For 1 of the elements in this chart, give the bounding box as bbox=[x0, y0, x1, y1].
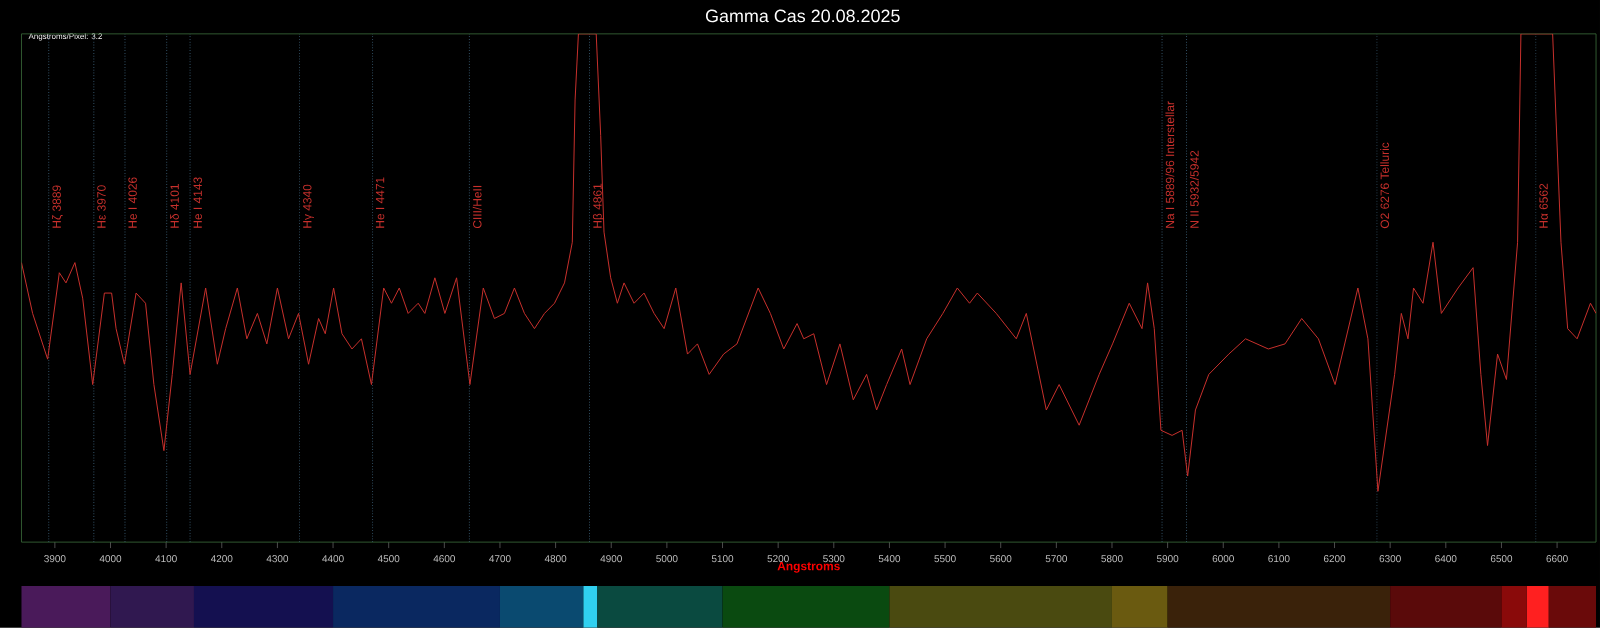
chart-title: Gamma Cas 20.08.2025 bbox=[705, 9, 900, 23]
